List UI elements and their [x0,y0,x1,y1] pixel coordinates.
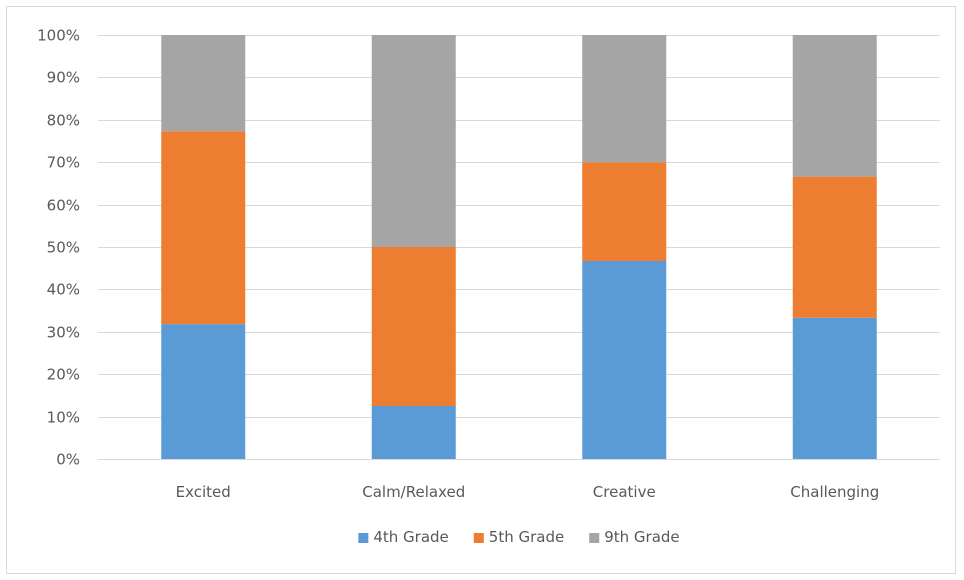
legend-swatch [473,533,484,543]
bar-4th-grade [161,324,246,459]
bar-5th-grade [792,176,877,318]
legend-label: 4th Grade [373,528,448,546]
y-tick-label: 60% [47,197,80,215]
y-tick-label: 0% [56,451,80,469]
x-tick-label: Calm/Relaxed [362,483,465,501]
y-tick-label: 10% [47,409,80,427]
bar-4th-grade [582,260,667,459]
y-tick-label: 90% [47,69,80,87]
bar-5th-grade [161,131,246,325]
y-axis-ticks: 0% 10% 20% 30% 40% 50% 60% 70% 80% 90% 100% [37,27,80,469]
bar-9th-grade [161,35,246,132]
legend-swatch [589,533,600,543]
legend-item-9th-grade: 9th Grade [589,528,680,546]
bar-5th-grade [582,162,667,261]
x-tick-label: Challenging [790,483,879,501]
bar-9th-grade [582,35,667,163]
x-tick-label: Creative [593,483,656,501]
bar-4th-grade [371,406,456,459]
bars [161,35,877,459]
legend-swatch [358,533,369,543]
bar-9th-grade [371,35,456,247]
y-tick-label: 40% [47,281,80,299]
bar-5th-grade [371,247,456,406]
y-tick-label: 70% [47,154,80,172]
y-tick-label: 80% [47,112,80,130]
y-tick-label: 30% [47,324,80,342]
bar-9th-grade [792,35,877,177]
x-tick-label: Excited [176,483,231,501]
legend-item-4th-grade: 4th Grade [358,528,449,546]
legend-label: 5th Grade [489,528,564,546]
legend-label: 9th Grade [604,528,679,546]
x-axis-ticks: Excited Calm/Relaxed Creative Challenging [176,483,880,501]
y-tick-label: 20% [47,366,80,384]
legend: 4th Grade 5th Grade 9th Grade [358,528,680,546]
legend-item-5th-grade: 5th Grade [473,528,564,546]
y-tick-label: 50% [47,239,80,257]
y-tick-label: 100% [37,27,80,45]
bar-4th-grade [792,317,877,459]
